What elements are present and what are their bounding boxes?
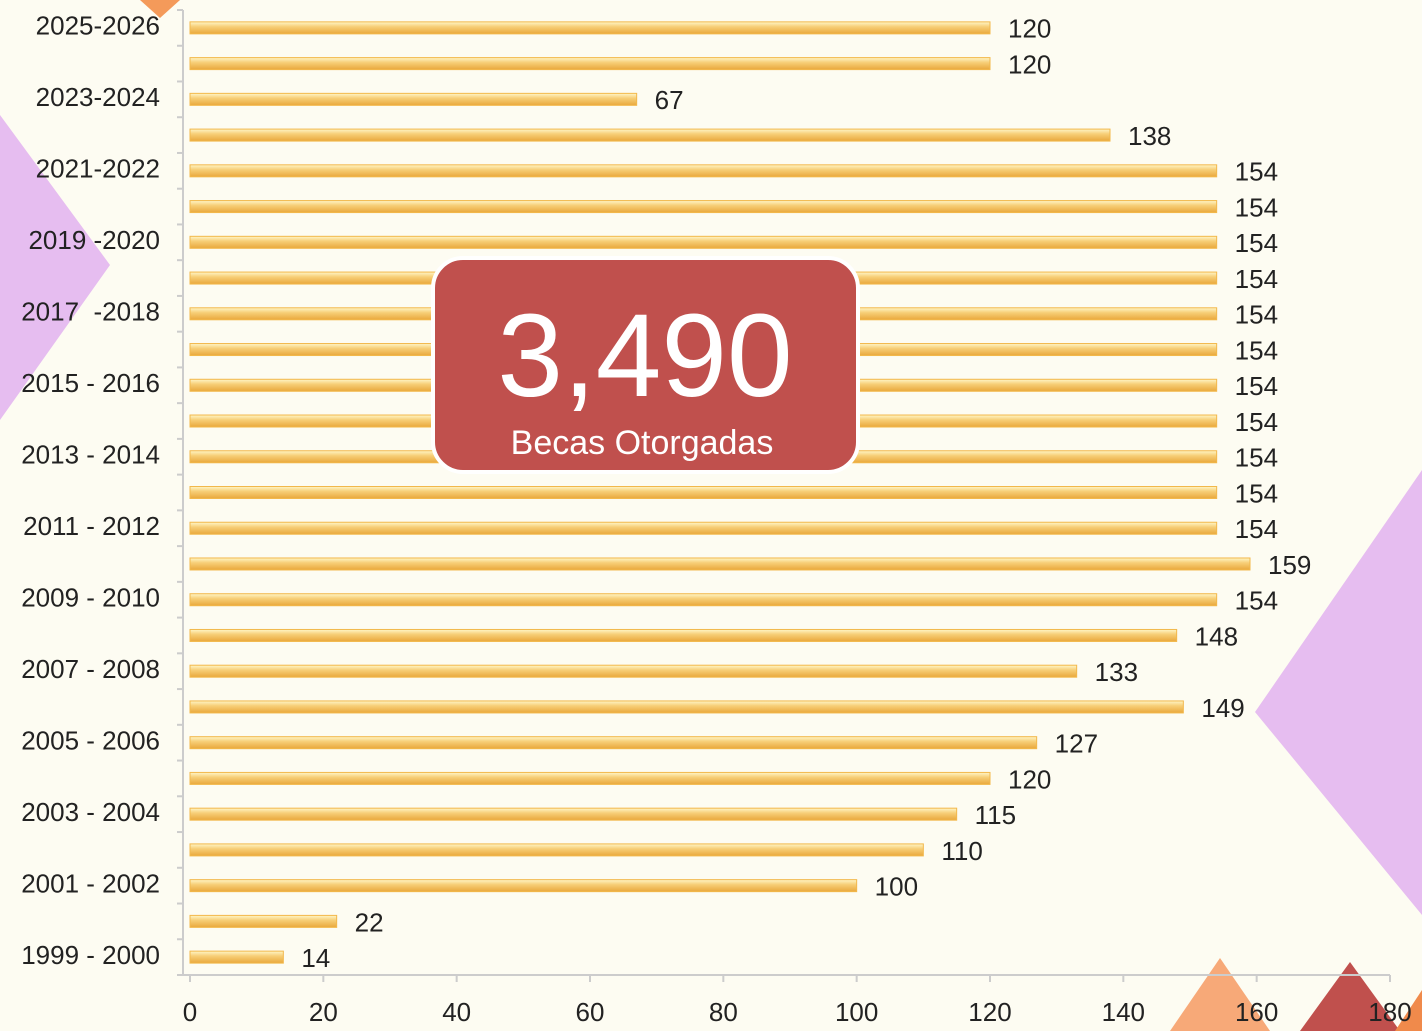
value-label: 148	[1195, 621, 1238, 651]
x-tick-label: 120	[968, 997, 1011, 1027]
bar	[189, 164, 1218, 178]
x-tick-label: 140	[1102, 997, 1145, 1027]
x-tick-label: 20	[309, 997, 338, 1027]
value-label: 154	[1235, 443, 1278, 473]
bar	[189, 92, 638, 106]
bar	[189, 235, 1218, 249]
value-label: 154	[1235, 264, 1278, 294]
decor	[0, 115, 110, 420]
bar	[189, 664, 1078, 678]
bar	[189, 771, 991, 785]
value-label: 22	[355, 907, 384, 937]
x-tick-label: 180	[1368, 997, 1411, 1027]
y-tick-label: 2021-2022	[36, 154, 160, 184]
bar	[189, 57, 991, 71]
decor	[140, 0, 180, 18]
decor	[1255, 470, 1422, 915]
value-label: 159	[1268, 550, 1311, 580]
x-tick-label: 160	[1235, 997, 1278, 1027]
value-label: 149	[1201, 693, 1244, 723]
decor	[1300, 962, 1400, 1031]
decor	[1170, 958, 1270, 1031]
bar	[189, 950, 284, 964]
y-tick-label: 2015 - 2016	[21, 368, 160, 398]
y-tick-label: 1999 - 2000	[21, 940, 160, 970]
value-label: 154	[1235, 300, 1278, 330]
value-label: 133	[1095, 657, 1138, 687]
bar	[189, 593, 1218, 607]
value-label: 100	[875, 872, 918, 902]
value-label: 154	[1235, 514, 1278, 544]
y-tick-label: 2017 -2018	[21, 297, 160, 327]
bar	[189, 128, 1111, 142]
bar	[189, 21, 991, 35]
y-tick-label: 2013 - 2014	[21, 440, 160, 470]
y-tick-label: 2001 - 2002	[21, 869, 160, 899]
value-label: 154	[1235, 192, 1278, 222]
bar	[189, 521, 1218, 535]
value-label: 138	[1128, 121, 1171, 151]
total: 3,490	[497, 290, 792, 422]
value-label: 120	[1008, 764, 1051, 794]
value-label: 127	[1055, 729, 1098, 759]
value-label: 154	[1235, 371, 1278, 401]
bar	[189, 914, 338, 928]
y-tick-label: 2009 - 2010	[21, 583, 160, 613]
x-tick-label: 0	[183, 997, 197, 1027]
value-label: 154	[1235, 228, 1278, 258]
decor	[1395, 990, 1422, 1031]
y-tick-label: 2025-2026	[36, 11, 160, 41]
value-label: 110	[941, 836, 982, 866]
x-tick-label: 80	[709, 997, 738, 1027]
box	[431, 256, 860, 474]
value-label: 120	[1008, 14, 1051, 44]
bar	[189, 486, 1218, 499]
bar	[189, 879, 858, 893]
value-label: 154	[1235, 478, 1278, 508]
y-tick-label: 2003 - 2004	[21, 797, 160, 827]
x-tick-label: 40	[442, 997, 471, 1027]
y-tick-label: 2007 - 2008	[21, 654, 160, 684]
value-label: 115	[975, 800, 1016, 830]
value-label: 154	[1235, 407, 1278, 437]
bar	[189, 628, 1178, 642]
bar	[189, 200, 1218, 214]
x-tick-label: 60	[576, 997, 605, 1027]
value-label: 154	[1235, 157, 1278, 187]
value-label: 154	[1235, 335, 1278, 365]
x-tick-label: 100	[835, 997, 878, 1027]
y-tick-label: 2005 - 2006	[21, 726, 160, 756]
value-label: 14	[301, 943, 330, 973]
total-caption: Becas Otorgadas	[511, 424, 774, 462]
bar	[189, 700, 1184, 714]
bar	[189, 736, 1038, 750]
bar	[189, 843, 924, 857]
bar	[189, 807, 958, 821]
value-label: 67	[655, 85, 684, 115]
total-box: 3,490 Becas Otorgadas	[431, 256, 860, 474]
value-label: 120	[1008, 49, 1051, 79]
y-tick-label: 2019 -2020	[28, 225, 160, 255]
y-tick-label: 2011 - 2012	[23, 511, 160, 541]
value-label: 154	[1235, 586, 1278, 616]
plot: 0 20 40 60 80 100 120 140 160 180 2025-2026 120 120 2…	[21, 9, 1412, 1027]
y-tick-label: 2023-2024	[36, 82, 160, 112]
bar	[189, 557, 1251, 571]
